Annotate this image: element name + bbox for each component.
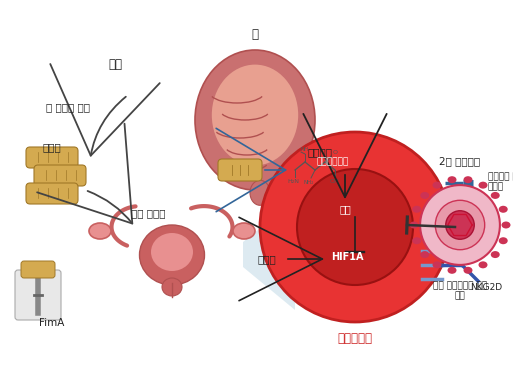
Ellipse shape: [447, 267, 457, 274]
Text: 저산소: 저산소: [258, 254, 277, 264]
Ellipse shape: [479, 261, 487, 268]
FancyBboxPatch shape: [21, 261, 55, 278]
Ellipse shape: [420, 185, 500, 265]
FancyBboxPatch shape: [34, 165, 86, 186]
Text: 감마델타 티세포
수용체: 감마델타 티세포 수용체: [488, 172, 513, 192]
Ellipse shape: [151, 233, 193, 271]
FancyBboxPatch shape: [218, 159, 262, 181]
Text: FimA: FimA: [40, 318, 65, 328]
Ellipse shape: [260, 132, 450, 322]
Ellipse shape: [250, 180, 270, 205]
Polygon shape: [243, 200, 295, 310]
Ellipse shape: [297, 169, 413, 285]
Ellipse shape: [420, 192, 429, 199]
Text: 아르기닌: 아르기닌: [307, 147, 332, 157]
Ellipse shape: [233, 223, 255, 239]
Ellipse shape: [479, 182, 487, 189]
Text: H₂N: H₂N: [287, 179, 299, 184]
Ellipse shape: [491, 192, 500, 199]
Ellipse shape: [412, 206, 421, 213]
Text: HIF1A: HIF1A: [331, 252, 363, 262]
Ellipse shape: [212, 64, 298, 165]
Text: 초기 항바이러스 면역
증가: 초기 항바이러스 면역 증가: [433, 281, 487, 301]
Text: 질산: 질산: [339, 204, 351, 214]
Text: O: O: [333, 150, 338, 155]
FancyBboxPatch shape: [26, 147, 78, 168]
Ellipse shape: [412, 237, 421, 244]
Text: 2형 헤르페스: 2형 헤르페스: [440, 156, 481, 166]
Ellipse shape: [140, 225, 205, 285]
Ellipse shape: [463, 176, 472, 183]
Text: 장: 장: [251, 28, 259, 42]
Ellipse shape: [499, 237, 508, 244]
Ellipse shape: [436, 200, 485, 250]
Ellipse shape: [89, 223, 111, 239]
Ellipse shape: [491, 251, 500, 258]
Text: 위정상산소: 위정상산소: [338, 332, 372, 345]
Text: 질산중합효소: 질산중합효소: [317, 158, 349, 166]
FancyBboxPatch shape: [15, 270, 61, 320]
Text: OH: OH: [330, 179, 340, 184]
Ellipse shape: [502, 222, 510, 228]
Text: NKG2D: NKG2D: [470, 282, 502, 291]
Text: 대장균: 대장균: [43, 142, 62, 152]
Text: NH: NH: [301, 147, 309, 152]
FancyBboxPatch shape: [26, 183, 78, 204]
Ellipse shape: [447, 176, 457, 183]
Ellipse shape: [420, 251, 429, 258]
Ellipse shape: [463, 267, 472, 274]
Text: 여성 생식기: 여성 생식기: [131, 208, 165, 218]
Ellipse shape: [162, 278, 182, 296]
Text: 장 투과성 증가: 장 투과성 증가: [46, 102, 90, 112]
Ellipse shape: [195, 50, 315, 190]
Ellipse shape: [499, 206, 508, 213]
Text: 비만: 비만: [108, 58, 122, 72]
Ellipse shape: [409, 222, 419, 228]
Ellipse shape: [432, 182, 442, 189]
Text: NH₂: NH₂: [304, 180, 314, 185]
Ellipse shape: [446, 211, 474, 239]
Ellipse shape: [432, 261, 442, 268]
